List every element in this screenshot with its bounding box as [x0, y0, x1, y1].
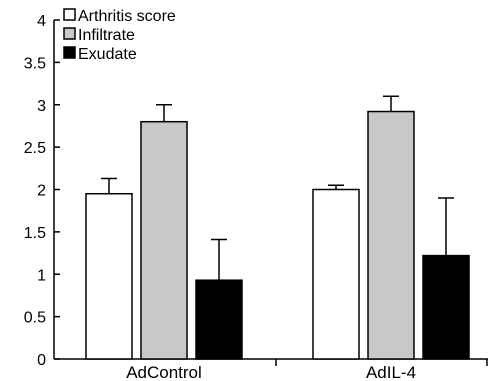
y-tick-label: 4 — [37, 13, 46, 30]
y-tick-label: 2.5 — [24, 140, 46, 157]
y-tick-label: 0.5 — [24, 310, 46, 327]
bar-infiltrate-adcontrol — [140, 120, 188, 360]
y-tick-label: 1 — [37, 267, 46, 284]
x-category-label: AdIL-4 — [366, 363, 416, 381]
y-tick-label: 3.5 — [24, 55, 46, 72]
bar-arthritis-score-adil-4 — [312, 188, 360, 360]
legend-label: Arthritis score — [78, 8, 176, 25]
y-tick-label: 3 — [37, 98, 46, 115]
legend-swatch — [63, 8, 76, 21]
x-category-label: AdControl — [126, 363, 202, 381]
y-tick-label: 2 — [37, 183, 46, 200]
legend-swatch — [63, 27, 76, 40]
bar-exudate-adil-4 — [422, 254, 470, 360]
bar-infiltrate-adil-4 — [367, 110, 415, 360]
legend-label: Exudate — [78, 46, 137, 63]
axes: 0 0.5 1 1.5 2 2.5 3 3.5 4 AdControl AdIL-4 — [24, 13, 488, 381]
legend-label: Infiltrate — [78, 27, 135, 44]
bars — [85, 95, 470, 360]
bar-exudate-adcontrol — [195, 279, 243, 360]
y-tick-label: 0 — [37, 352, 46, 369]
bar-arthritis-score-adcontrol — [85, 192, 133, 360]
y-tick-label: 1.5 — [24, 225, 46, 242]
legend-swatch — [63, 46, 76, 59]
legend: Arthritis score Infiltrate Exudate — [63, 8, 176, 63]
